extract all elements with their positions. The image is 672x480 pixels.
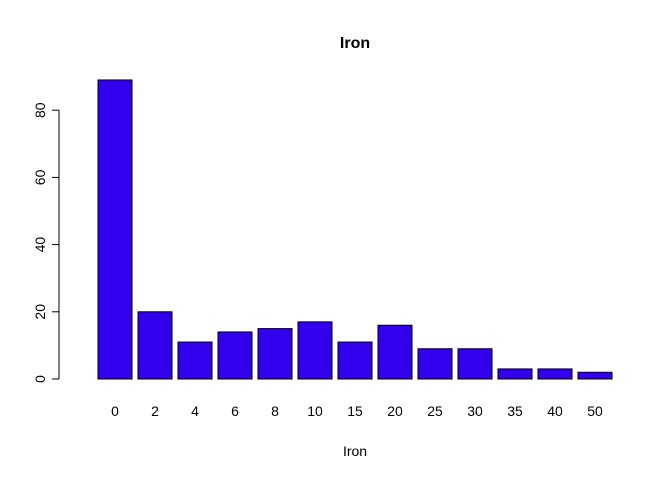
- x-axis-tick-labels: 0 2 4 6 8 10 15 20 25 30 35 40 50: [111, 403, 603, 419]
- y-tick-label-0: 0: [32, 375, 48, 383]
- bar-20: [377, 324, 413, 380]
- x-tick-label-50: 50: [587, 403, 603, 419]
- y-tick-label-40: 40: [32, 237, 48, 253]
- x-axis-label: Iron: [343, 443, 367, 459]
- bar-group: [97, 79, 613, 380]
- y-tick-label-20: 20: [32, 304, 48, 320]
- bar-0: [97, 79, 133, 380]
- bar-35: [497, 368, 533, 380]
- bar-15: [337, 341, 373, 380]
- x-tick-label-10: 10: [307, 403, 323, 419]
- x-tick-label-0: 0: [111, 403, 119, 419]
- bar-10: [297, 321, 333, 380]
- x-tick-label-6: 6: [231, 403, 239, 419]
- y-tick-label-60: 60: [32, 169, 48, 185]
- x-tick-label-25: 25: [427, 403, 443, 419]
- x-tick-label-2: 2: [151, 403, 159, 419]
- x-tick-label-40: 40: [547, 403, 563, 419]
- bar-50: [577, 371, 613, 380]
- x-tick-label-15: 15: [347, 403, 363, 419]
- bar-8: [257, 328, 293, 380]
- y-tick-label-80: 80: [32, 102, 48, 118]
- x-tick-label-20: 20: [387, 403, 403, 419]
- bar-25: [417, 348, 453, 380]
- bar-4: [177, 341, 213, 380]
- y-axis: 0 20 40 60 80: [32, 102, 60, 383]
- bar-6: [217, 331, 253, 380]
- bar-2: [137, 311, 173, 380]
- x-tick-label-35: 35: [507, 403, 523, 419]
- x-tick-label-30: 30: [467, 403, 483, 419]
- x-tick-label-4: 4: [191, 403, 199, 419]
- bar-40: [537, 368, 573, 380]
- chart-title: Iron: [340, 35, 370, 52]
- x-tick-label-8: 8: [271, 403, 279, 419]
- bar-30: [457, 348, 493, 380]
